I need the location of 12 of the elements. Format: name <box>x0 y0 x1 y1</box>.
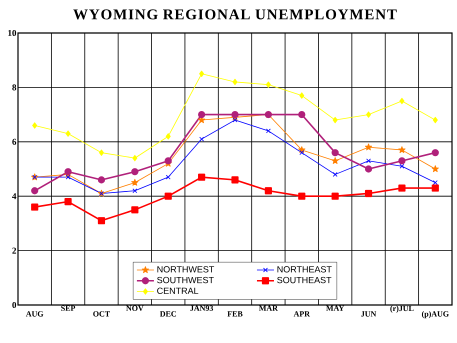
y-tick-label: 4 <box>12 193 16 200</box>
legend-label: SOUTHWEST <box>157 276 214 284</box>
y-tick-label: 2 <box>12 248 16 254</box>
y-tick-label: 6 <box>12 138 16 145</box>
chart-title: WYOMING REGIONAL UNEMPLOYMENT <box>73 9 397 20</box>
legend-label: CENTRAL <box>157 288 198 294</box>
legend-label: NORTHWEST <box>157 266 214 272</box>
y-tick-label: 10 <box>8 30 16 36</box>
y-tick-label: 8 <box>12 84 16 90</box>
legend-label: NORTHEAST <box>277 266 332 272</box>
y-tick-label: 0 <box>12 302 16 308</box>
legend-label: SOUTHEAST <box>277 276 332 284</box>
